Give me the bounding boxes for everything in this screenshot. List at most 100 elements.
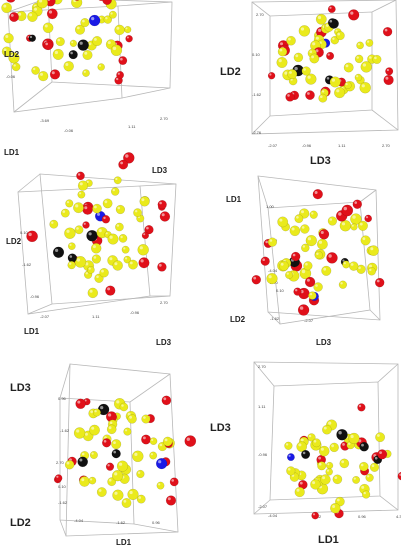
yellow-point bbox=[64, 459, 75, 470]
yellow-point bbox=[119, 402, 129, 412]
tick-label: 1.11 bbox=[258, 404, 266, 409]
point-highlight bbox=[69, 262, 72, 265]
tick-label: -2.07 bbox=[268, 143, 278, 148]
black-point bbox=[68, 49, 78, 60]
red-point bbox=[141, 231, 150, 240]
point-highlight bbox=[107, 464, 110, 467]
red-point bbox=[267, 71, 276, 80]
plot-box bbox=[7, 0, 173, 113]
red-point bbox=[76, 171, 85, 181]
point-highlight bbox=[129, 490, 133, 495]
yellow-point bbox=[267, 237, 278, 247]
point-highlight bbox=[332, 37, 335, 40]
point-highlight bbox=[311, 212, 314, 215]
point-highlight bbox=[44, 24, 48, 28]
yellow-point bbox=[114, 24, 125, 36]
point-highlight bbox=[55, 248, 59, 252]
plot-box bbox=[17, 173, 177, 315]
point-highlight bbox=[150, 453, 153, 456]
point-highlight bbox=[120, 161, 123, 165]
tick-label: -3.69 bbox=[40, 118, 50, 123]
yellow-point bbox=[367, 267, 376, 276]
yellow-point bbox=[55, 37, 65, 47]
point-highlight bbox=[296, 488, 300, 492]
point-highlight bbox=[357, 43, 360, 46]
point-highlight bbox=[66, 461, 70, 465]
axis-a-label: LD2 bbox=[6, 237, 22, 246]
point-highlight bbox=[326, 469, 330, 472]
point-highlight bbox=[311, 55, 314, 59]
red-point bbox=[141, 434, 151, 445]
black-point bbox=[77, 39, 89, 51]
yellow-point bbox=[109, 10, 117, 19]
tick-label: -0.96 bbox=[258, 452, 268, 457]
yellow-point bbox=[327, 216, 338, 226]
point-highlight bbox=[253, 276, 257, 280]
yellow-point bbox=[82, 69, 90, 77]
red-point bbox=[74, 0, 80, 1]
yellow-point bbox=[121, 498, 132, 508]
point-highlight bbox=[285, 443, 289, 446]
point-highlight bbox=[323, 267, 327, 271]
point-highlight bbox=[151, 438, 154, 441]
scatter-panel-4: 1.00-1.62-4.042.700.10-1.62-2.07 LD1 LD2… bbox=[210, 175, 401, 360]
point-highlight bbox=[146, 226, 149, 230]
point-highlight bbox=[85, 262, 89, 266]
red-point bbox=[159, 211, 171, 222]
yellow-point bbox=[339, 458, 350, 469]
point-highlight bbox=[116, 224, 120, 227]
point-highlight bbox=[323, 426, 327, 430]
point-highlight bbox=[384, 28, 388, 32]
yellow-point bbox=[300, 224, 310, 234]
point-highlight bbox=[83, 222, 86, 225]
yellow-point bbox=[112, 489, 124, 501]
point-highlight bbox=[301, 269, 306, 274]
yellow-point bbox=[286, 466, 296, 476]
point-highlight bbox=[91, 17, 95, 21]
black-point bbox=[336, 428, 348, 441]
red-point bbox=[385, 67, 394, 76]
point-highlight bbox=[28, 232, 32, 237]
yellow-point bbox=[27, 11, 38, 22]
yellow-point bbox=[77, 190, 86, 199]
point-highlight bbox=[358, 404, 362, 408]
axis-a-label: LD2 bbox=[220, 66, 241, 78]
plot-box bbox=[257, 175, 381, 325]
scatter-panel-6: 2.701.11-0.96-2.07-4.04-1.620.964.30 LD3… bbox=[210, 360, 401, 550]
point-highlight bbox=[376, 279, 380, 283]
tick-label: -1.62 bbox=[252, 92, 262, 97]
point-highlight bbox=[126, 36, 129, 39]
tick-label: 0.10 bbox=[20, 230, 29, 235]
yellow-point bbox=[123, 427, 132, 436]
point-highlight bbox=[341, 222, 346, 226]
yellow-point bbox=[121, 245, 130, 254]
yellow-point bbox=[133, 208, 143, 218]
yellow-point bbox=[110, 187, 120, 196]
point-highlight bbox=[110, 12, 113, 15]
yellow-point bbox=[111, 439, 122, 450]
red-point bbox=[327, 5, 336, 14]
point-highlight bbox=[88, 267, 91, 270]
red-point bbox=[82, 221, 90, 229]
point-highlight bbox=[307, 237, 311, 241]
point-highlight bbox=[159, 201, 162, 205]
point-highlight bbox=[350, 263, 354, 266]
red-point bbox=[357, 403, 366, 412]
point-highlight bbox=[320, 447, 324, 451]
point-highlight bbox=[65, 63, 69, 66]
yellow-point bbox=[67, 260, 76, 270]
yellow-point bbox=[332, 474, 343, 485]
point-highlight bbox=[108, 413, 112, 417]
point-highlight bbox=[66, 201, 70, 204]
point-highlight bbox=[360, 463, 364, 467]
point-highlight bbox=[76, 227, 79, 230]
point-highlight bbox=[320, 231, 324, 234]
point-highlight bbox=[104, 200, 108, 204]
red-point bbox=[290, 251, 301, 262]
point-highlight bbox=[296, 216, 299, 219]
point-highlight bbox=[348, 442, 351, 445]
point-highlight bbox=[123, 499, 127, 503]
point-highlight bbox=[321, 90, 325, 93]
point-highlight bbox=[109, 257, 113, 261]
point-highlight bbox=[56, 475, 59, 478]
